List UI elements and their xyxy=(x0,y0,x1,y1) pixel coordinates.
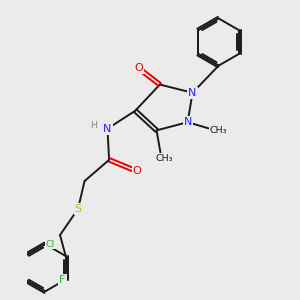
Text: F: F xyxy=(59,274,66,285)
Text: CH₃: CH₃ xyxy=(156,154,173,163)
Text: N: N xyxy=(188,88,197,98)
Text: S: S xyxy=(74,204,82,214)
Text: N: N xyxy=(103,124,112,134)
Text: O: O xyxy=(133,166,141,176)
Text: CH₃: CH₃ xyxy=(209,126,227,135)
Text: H: H xyxy=(90,121,97,130)
Text: Cl: Cl xyxy=(46,240,55,249)
Text: O: O xyxy=(134,63,143,73)
Text: N: N xyxy=(183,117,192,127)
